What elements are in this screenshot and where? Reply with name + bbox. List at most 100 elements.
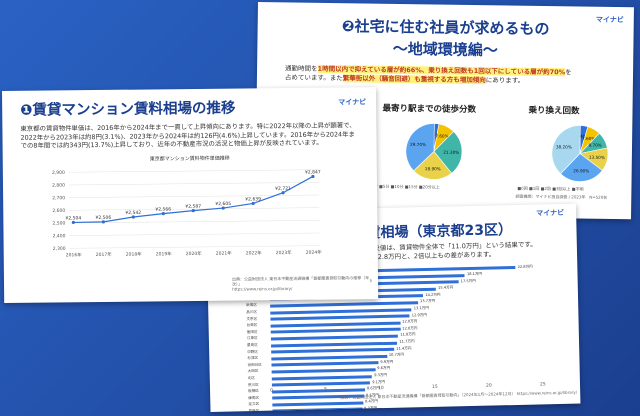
source-note: 調査機関：マイナビ独自調査 / 2023年 N=520名 — [515, 193, 608, 200]
x-tick-label: 20 — [485, 383, 492, 389]
ward-bar — [271, 341, 398, 348]
y-tick-label: 2,500 — [52, 221, 65, 227]
body-text: にあります。 — [485, 76, 525, 85]
data-label: ¥2,504 — [65, 215, 81, 221]
ward-label: 豊島区 — [246, 342, 258, 348]
x-tick-label: 2023年 — [276, 249, 293, 256]
ward-value: 18.1万円 — [466, 271, 483, 277]
gridline — [69, 245, 320, 249]
x-tick-label: 5 — [324, 387, 327, 393]
x-tick-label: 10 — [377, 386, 384, 392]
ward-bar — [271, 354, 387, 361]
data-label: ¥2,847 — [305, 169, 321, 175]
slice-label: 2.10% — [429, 132, 442, 137]
ward-value: 11.8万円 — [400, 332, 416, 338]
mynavi-logo: マイナビ — [536, 208, 565, 218]
mynavi-logo: マイナビ — [338, 98, 367, 107]
gridline — [68, 182, 319, 186]
y-tick-label: 2,900 — [52, 170, 65, 176]
ward-value: 12.0万円 — [402, 319, 418, 324]
slice-label: 7.60% — [582, 136, 595, 141]
slide-body: 通勤時間を1時間以内で抑えている層が約66%、乗り換え回数も1回以下にしている層… — [285, 64, 613, 87]
body-text: を — [565, 68, 572, 77]
ward-value: 10.7万円 — [388, 352, 405, 358]
data-label: ¥2,605 — [215, 201, 231, 207]
gridline — [69, 232, 320, 236]
ward-label: 新宿区 — [246, 303, 257, 308]
slide-title: ❶賃貸マンション賃料相場の推移 — [20, 100, 236, 119]
highlight-text: 繁華街以外（騒音回避）も重視する方も増加傾向 — [342, 74, 486, 85]
x-tick-label: 2016年 — [66, 251, 83, 258]
y-tick-label: 2,300 — [53, 246, 66, 252]
slice-label: 26.90% — [573, 168, 589, 173]
y-tick-label: 2,700 — [52, 195, 65, 201]
data-point — [281, 191, 285, 195]
ward-value: 13.7万円 — [419, 299, 436, 304]
slice-label: 7.60% — [435, 133, 448, 138]
data-point — [161, 212, 165, 216]
ward-value: 15.4万円 — [438, 285, 454, 291]
page-number: 5 — [369, 278, 373, 284]
data-point — [71, 220, 75, 225]
ward-value: 12.9万円 — [411, 312, 427, 318]
ward-label: 北区 — [247, 375, 256, 381]
slice-label: 29.70% — [410, 142, 426, 147]
slide-commute-requirements: マイナビ ❷社宅に住む社員が求めるもの ～地域環境編～ 通勤時間を1時間以内で抑… — [255, 2, 634, 220]
ward-label: 足立区 — [248, 402, 260, 407]
ward-bar — [270, 334, 399, 341]
data-point — [191, 209, 195, 213]
pie-slice — [433, 131, 463, 174]
slice-label: 13.50% — [589, 155, 605, 160]
ward-value: 9.1万円 — [372, 379, 386, 384]
ward-value: 11.4万円 — [396, 345, 412, 351]
slice-label: 38.20% — [556, 144, 572, 149]
ward-label: 大田区 — [247, 369, 259, 374]
y-tick-label: 2,600 — [52, 208, 65, 214]
body-text: 占めています。また — [284, 73, 343, 83]
x-tick-label: 2017年 — [96, 251, 113, 258]
ward-bar — [272, 401, 364, 407]
chart-title-transfers: 乗り換え回数 — [528, 105, 580, 117]
pie-slice — [560, 153, 603, 182]
ward-bar — [271, 374, 373, 381]
ward-label: 練馬区 — [248, 395, 260, 400]
slice-label: 9.70% — [588, 143, 601, 148]
ward-value: 9.3万円 — [374, 372, 388, 378]
ward-value: 9.9万円 — [380, 359, 394, 364]
ward-bar — [271, 368, 376, 374]
ward-bar — [271, 347, 395, 354]
data-label: ¥2,587 — [185, 204, 201, 210]
pie-chart-walk: 2.10%7.60% 21.30% 18.90% 29.70% — [405, 123, 463, 180]
ward-value: 22.8万円 — [517, 264, 533, 269]
body-text: 通勤時間を — [285, 64, 318, 73]
data-label: ¥2,542 — [125, 210, 141, 216]
slide-body: 中央値は、賃貸物件全体で「11.0万円」という結果です。 は22.8万円と、2倍… — [367, 241, 537, 263]
pie-chart-transfers: 4.40%7.60% 9.70% 13.50% 26.90% 38.20% — [551, 125, 609, 182]
x-tick-label: 2019年 — [156, 250, 173, 257]
ward-value: 12.0万円 — [402, 326, 418, 331]
legend-walk: ■1分 ■5分 ■10分 ■15分 ■20分以上 — [367, 183, 440, 190]
data-label: ¥2,566 — [155, 207, 171, 213]
data-label: ¥2,721 — [275, 186, 291, 192]
gridline — [69, 207, 320, 211]
legend-transfers: ■0回 ■1回 ■2回 ■3回以上 ■不明 — [517, 185, 584, 192]
slice-label: 21.30% — [443, 150, 459, 155]
x-tick-label: 2020年 — [186, 250, 203, 257]
ward-label: 板橋区 — [248, 389, 259, 394]
pie-slice — [413, 151, 452, 180]
ward-value: 9.6万円 — [377, 366, 391, 371]
ward-label: 台東区 — [246, 323, 258, 328]
pie-slice — [405, 123, 435, 172]
gridline — [68, 169, 319, 173]
data-point — [311, 174, 315, 179]
slide-body: 東京都の賃貸物件単価は、2016年から2024年まで一貫して上昇傾向にあります。… — [20, 121, 356, 150]
x-tick-label: 25 — [539, 382, 546, 388]
x-tick-label: 2022年 — [246, 249, 263, 256]
x-tick-label: 0 — [270, 388, 274, 394]
line-chart: 2,300 2,400 2,500 2,600 2,700 2,800 2,900 ¥2,50… — [52, 169, 322, 258]
pie-slice — [551, 125, 581, 175]
data-point — [101, 220, 105, 224]
ward-value: 17.5万円 — [460, 278, 476, 283]
ward-label: 世田谷区 — [247, 362, 262, 367]
ward-label: 文京区 — [246, 316, 258, 321]
